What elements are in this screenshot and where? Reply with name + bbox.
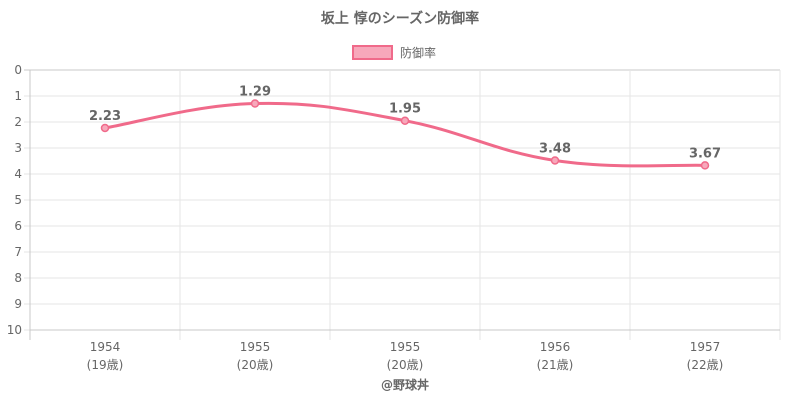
x-tick-year: 1955 bbox=[390, 340, 421, 354]
x-tick-year: 1955 bbox=[240, 340, 271, 354]
x-tick-age: (20歳) bbox=[237, 358, 274, 372]
legend-label: 防御率 bbox=[400, 45, 436, 60]
x-tick-year: 1957 bbox=[690, 340, 721, 354]
y-tick-label: 2 bbox=[14, 115, 22, 129]
data-point[interactable] bbox=[100, 123, 110, 133]
credit-label: @野球丼 bbox=[381, 377, 429, 392]
grid bbox=[24, 69, 781, 340]
data-point[interactable] bbox=[400, 116, 410, 125]
legend[interactable]: 防御率 bbox=[352, 45, 436, 60]
legend-swatch bbox=[352, 45, 393, 60]
data-label: 3.48 bbox=[539, 141, 571, 156]
x-tick-age: (21歳) bbox=[537, 358, 574, 372]
x-tick-age: (20歳) bbox=[387, 358, 424, 372]
y-tick-label: 6 bbox=[14, 219, 22, 233]
y-tick-label: 9 bbox=[14, 297, 22, 311]
chart-title: 坂上 惇のシーズン防御率 bbox=[321, 10, 479, 27]
x-tick-year: 1954 bbox=[90, 340, 121, 354]
y-tick-label: 10 bbox=[7, 323, 22, 337]
y-tick-label: 0 bbox=[14, 63, 22, 77]
x-axis-ticks: 1954 (19歳) 1955 (20歳) 1955 (20歳) 1956 (21歳) 1957… bbox=[87, 340, 724, 372]
y-tick-label: 8 bbox=[14, 271, 22, 285]
data-point[interactable] bbox=[550, 156, 560, 165]
data-point[interactable] bbox=[250, 99, 260, 108]
y-tick-label: 4 bbox=[14, 167, 22, 181]
data-label: 1.95 bbox=[389, 102, 421, 117]
data-label: 2.23 bbox=[89, 109, 121, 124]
y-tick-label: 7 bbox=[14, 245, 22, 259]
y-tick-label: 3 bbox=[14, 141, 22, 155]
data-label: 3.67 bbox=[689, 146, 721, 161]
data-label: 1.29 bbox=[239, 85, 271, 100]
y-axis-ticks: 0 1 2 3 4 5 6 7 8 9 10 bbox=[7, 63, 22, 337]
x-tick-age: (19歳) bbox=[87, 358, 124, 372]
y-tick-label: 5 bbox=[14, 193, 22, 207]
series-line-group bbox=[100, 99, 710, 170]
data-labels: 2.23 1.29 1.95 3.48 3.67 bbox=[89, 85, 721, 162]
x-tick-age: (22歳) bbox=[687, 358, 724, 372]
y-tick-label: 1 bbox=[14, 89, 22, 103]
data-point[interactable] bbox=[700, 161, 710, 170]
x-tick-year: 1956 bbox=[540, 340, 571, 354]
